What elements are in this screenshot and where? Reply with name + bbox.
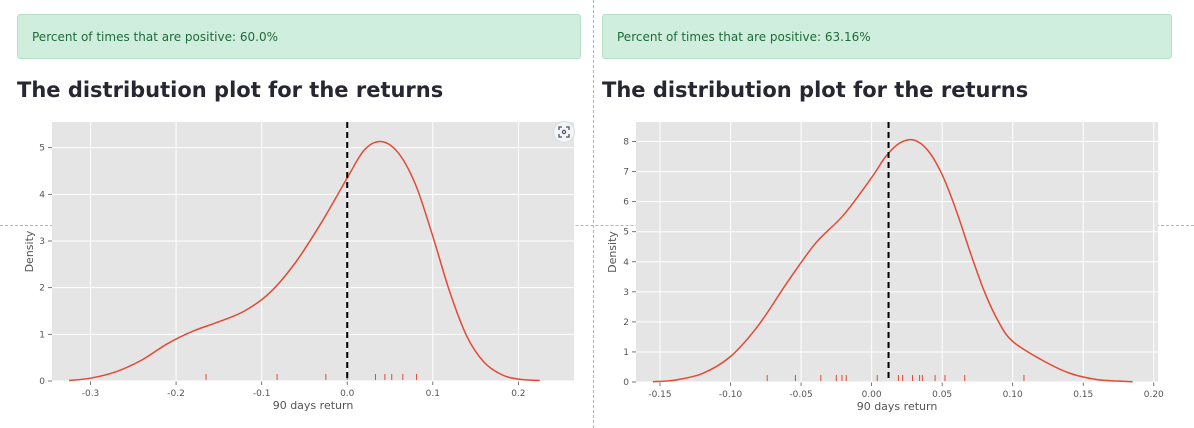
y-tick-label: 8 [623, 138, 629, 148]
x-tick-label: 0.10 [1003, 390, 1023, 400]
density-chart: -0.3 -0.2 -0.1 0.0 0.1 0.2 0 1 2 3 4 5 90 days retur… [23, 122, 574, 412]
fullscreen-icon [558, 126, 570, 138]
x-tick-label: 0.2 [511, 389, 525, 399]
x-tick-label: -0.10 [719, 390, 743, 400]
x-tick-label: 0.1 [426, 389, 440, 399]
fullscreen-button[interactable] [553, 121, 575, 143]
y-tick-label: 4 [623, 258, 629, 268]
y-tick-label: 1 [39, 330, 45, 340]
success-alert: Percent of times that are positive: 60.0… [17, 14, 581, 59]
kde-curve [652, 138, 1133, 383]
section-heading: The distribution plot for the returns [602, 78, 1029, 102]
x-tick-label: 0.00 [862, 390, 882, 400]
x-tick-label: -0.1 [253, 389, 271, 399]
x-tick-label: -0.3 [82, 389, 100, 399]
plot-area [636, 122, 1158, 382]
section-heading: The distribution plot for the returns [17, 78, 444, 102]
density-chart: -0.15 -0.10 -0.05 0.00 0.05 0.10 0.15 0.20 0 1 2 3 4… [606, 122, 1164, 413]
left-column: Percent of times that are positive: 60.0… [0, 0, 592, 428]
y-tick-label: 3 [39, 237, 45, 247]
y-tick-label: 2 [623, 318, 629, 328]
success-alert: Percent of times that are positive: 63.1… [602, 14, 1172, 59]
horizontal-guide-line [0, 225, 1194, 226]
y-tick-label: 5 [623, 228, 629, 238]
x-tick-label: -0.2 [167, 389, 185, 399]
y-axis-label: Density [23, 230, 36, 272]
y-tick-label: 5 [39, 144, 45, 154]
x-tick-label: 0.20 [1144, 390, 1164, 400]
vertical-guide-line [593, 0, 594, 428]
y-tick-label: 1 [623, 348, 629, 358]
y-tick-label: 2 [39, 284, 45, 294]
x-tick-label: 0.15 [1073, 390, 1093, 400]
plot-area [52, 122, 574, 381]
y-tick-label: 6 [623, 198, 629, 208]
y-tick-label: 0 [623, 378, 629, 388]
x-tick-label: 0.05 [932, 390, 952, 400]
y-axis-label: Density [606, 231, 619, 273]
x-tick-label: -0.05 [789, 390, 812, 400]
y-tick-label: 4 [39, 190, 45, 200]
x-tick-label: 0.0 [340, 389, 355, 399]
x-axis-label: 90 days return [857, 400, 938, 413]
y-tick-label: 7 [623, 168, 629, 178]
y-tick-label: 3 [623, 288, 629, 298]
x-tick-label: -0.15 [648, 390, 671, 400]
x-axis-label: 90 days return [273, 399, 354, 412]
y-tick-label: 0 [39, 377, 45, 387]
right-column: Percent of times that are positive: 63.1… [598, 0, 1188, 428]
